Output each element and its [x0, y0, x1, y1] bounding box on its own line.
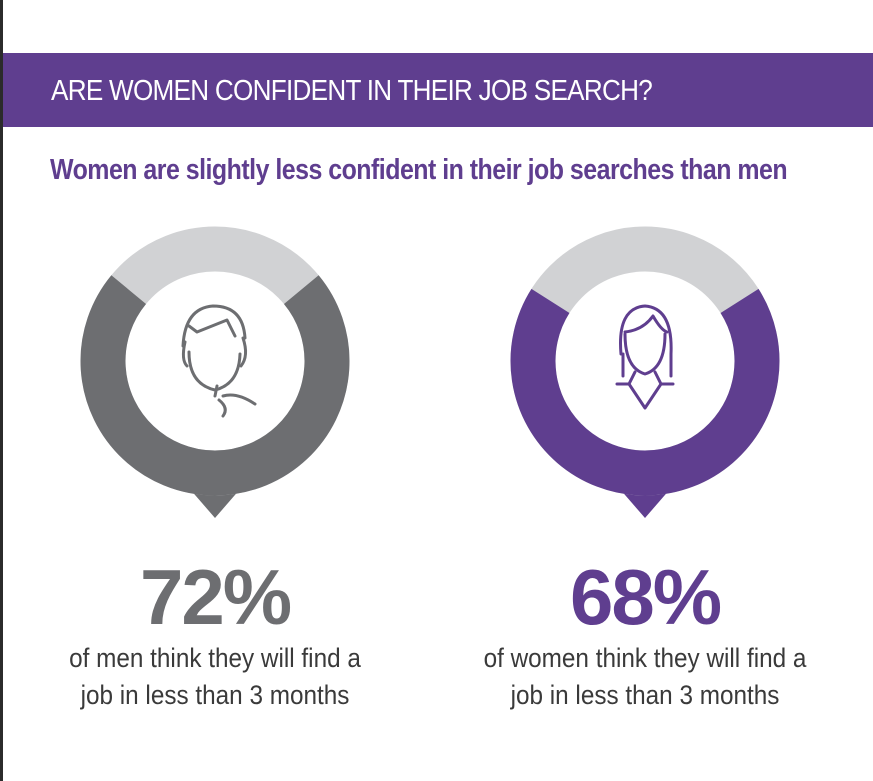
women-caption-line2: job in less than 3 months: [510, 680, 780, 710]
title-banner: ARE WOMEN CONFIDENT IN THEIR JOB SEARCH?: [3, 53, 873, 127]
left-border: [0, 0, 3, 781]
women-percentage: 68%: [569, 553, 722, 641]
men-percentage: 72%: [139, 553, 292, 641]
men-gauge-arc: [80, 275, 350, 496]
page-title: ARE WOMEN CONFIDENT IN THEIR JOB SEARCH?: [51, 75, 653, 107]
men-gauge: [75, 226, 355, 526]
women-caption-line1: of women think they will find a: [483, 643, 807, 673]
page-subtitle: Women are slightly less confident in the…: [50, 154, 788, 186]
women-gauge-pointer: [619, 488, 671, 518]
man-head-icon: [181, 304, 257, 418]
women-gauge: [505, 226, 785, 526]
women-gauge-arc: [510, 288, 780, 496]
men-gauge-pointer: [189, 488, 241, 518]
men-caption-line2: job in less than 3 months: [80, 680, 350, 710]
woman-head-icon: [615, 304, 675, 410]
men-caption-line1: of men think they will find a: [69, 643, 361, 673]
